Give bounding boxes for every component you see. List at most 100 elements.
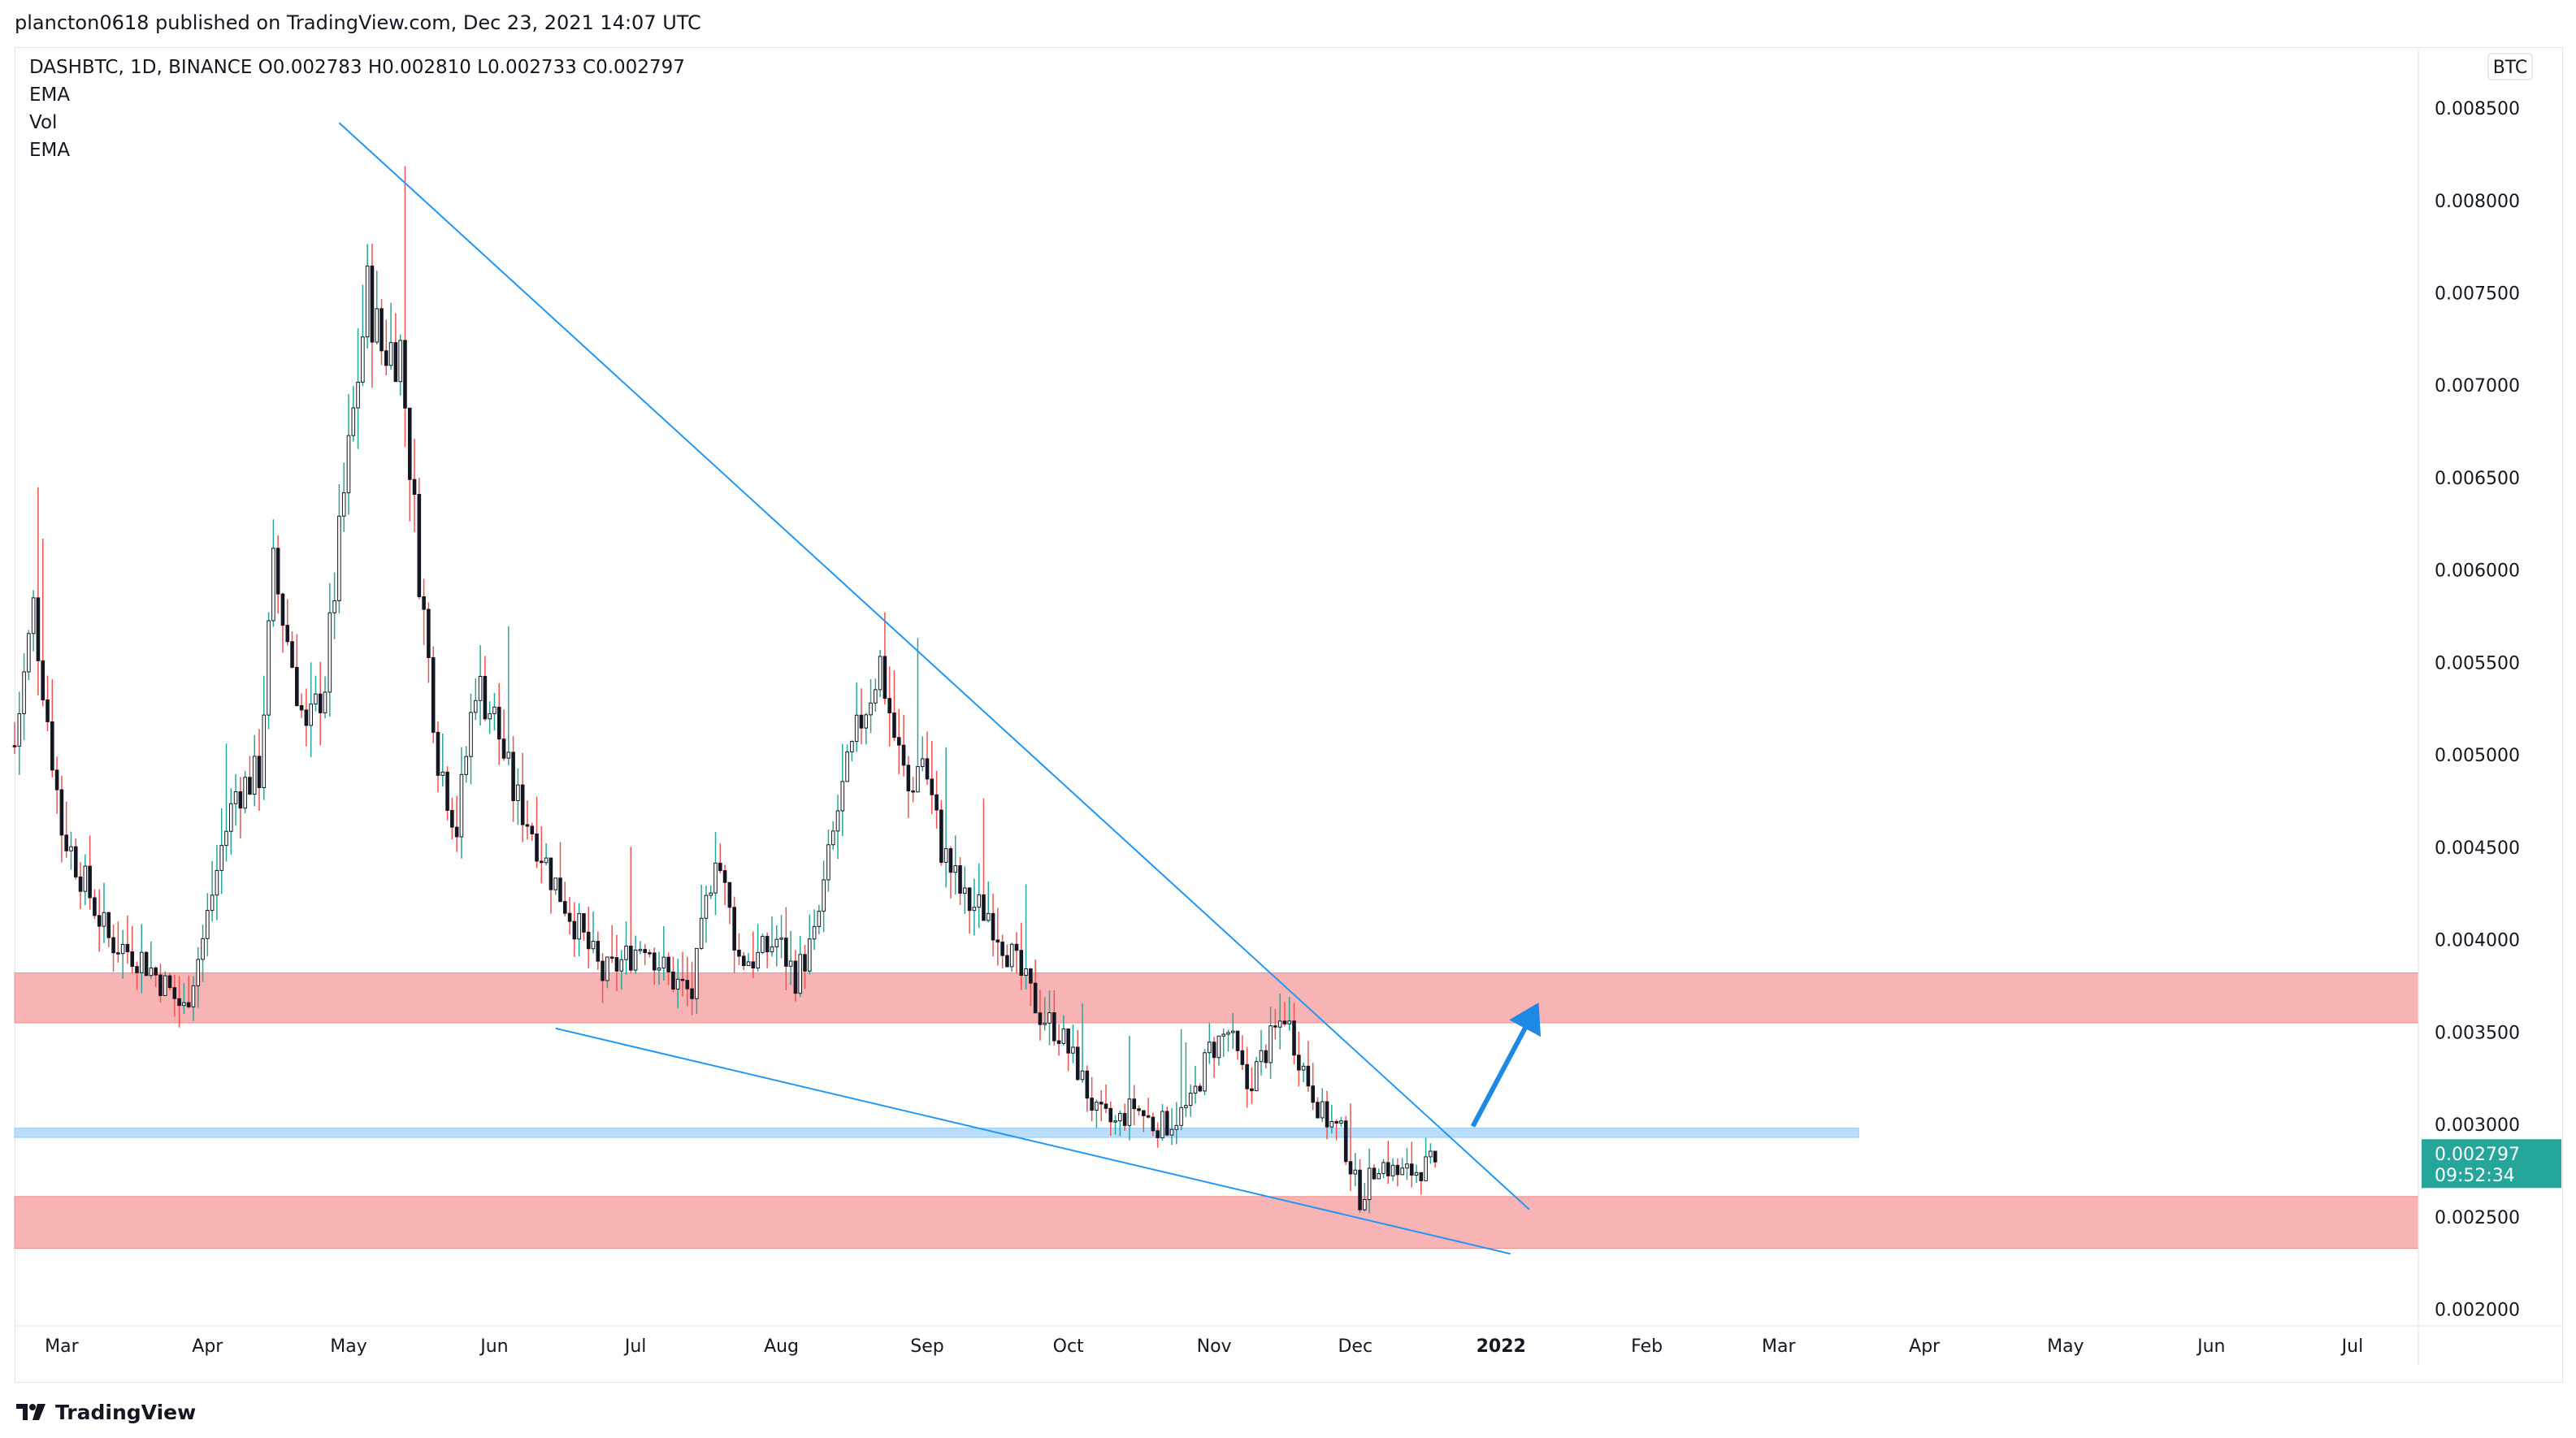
candle: [228, 788, 233, 855]
candle-body: [135, 966, 139, 973]
candle: [356, 328, 360, 449]
tradingview-footer[interactable]: TradingView: [15, 1396, 196, 1428]
candle-body: [1325, 1101, 1329, 1128]
candle-body: [144, 951, 149, 977]
candle: [1390, 1158, 1395, 1181]
candle: [854, 682, 859, 752]
candle-body: [948, 848, 953, 873]
candle-body: [450, 809, 454, 828]
candle-body: [609, 956, 614, 959]
price-tick-label: 0.006000: [2435, 561, 2520, 582]
candle-body: [1363, 1199, 1367, 1211]
candle-body: [943, 848, 948, 863]
candle-body: [1320, 1101, 1325, 1119]
candle: [454, 795, 459, 852]
candle-body: [186, 1002, 191, 1007]
candle-body: [351, 407, 356, 436]
candle-body: [111, 937, 115, 954]
candle: [1146, 1098, 1151, 1119]
symbol-ohlc-legend[interactable]: DASHBTC, 1D, BINANCE O0.002783 H0.002810…: [29, 57, 685, 78]
candle: [633, 935, 638, 974]
candle-body: [535, 833, 539, 862]
candle-body: [1343, 1120, 1348, 1163]
candle: [135, 961, 139, 990]
candle-body: [1221, 1033, 1225, 1037]
candle-body: [826, 844, 830, 881]
candle-body: [83, 865, 88, 892]
candle: [609, 925, 614, 964]
candle: [1080, 1003, 1085, 1083]
candle: [1160, 1103, 1164, 1141]
candle-body: [1104, 1103, 1108, 1109]
candle: [158, 964, 163, 1003]
candle: [106, 912, 111, 947]
candle-body: [1429, 1150, 1433, 1158]
candle: [1164, 1106, 1169, 1137]
candle: [379, 299, 384, 366]
candle-body: [1038, 1012, 1043, 1025]
candle-body: [1245, 1063, 1249, 1089]
candle: [887, 666, 891, 747]
ema-legend-1[interactable]: EMA: [29, 84, 71, 106]
candle-body: [619, 959, 624, 972]
candle-body: [50, 721, 54, 771]
candle: [874, 678, 878, 713]
candle-body: [238, 791, 243, 809]
chart-frame[interactable]: [15, 47, 2563, 1383]
candle-body: [713, 862, 718, 894]
candle-body: [770, 946, 774, 953]
candle-body: [906, 764, 911, 791]
candle-body: [1019, 950, 1024, 977]
candle-body: [1282, 1020, 1287, 1024]
candle: [314, 675, 318, 712]
candle-body: [125, 944, 130, 953]
candle-body: [591, 941, 596, 950]
candle: [120, 929, 125, 979]
candle: [680, 951, 685, 997]
candle: [285, 599, 290, 646]
candle: [577, 903, 581, 957]
candle-body: [1212, 1042, 1216, 1059]
candle: [643, 943, 647, 965]
candle: [172, 974, 177, 1017]
vol-legend[interactable]: Vol: [29, 112, 58, 133]
upper-resistance-zone: [14, 972, 2419, 1024]
candle: [807, 914, 812, 975]
candle-body: [375, 308, 379, 343]
candle: [1104, 1084, 1108, 1114]
candle-body: [516, 784, 520, 801]
candle: [1367, 1148, 1372, 1214]
candle-body: [464, 756, 469, 775]
candle-body: [46, 699, 50, 722]
candle: [1268, 1007, 1273, 1079]
candle-body: [167, 975, 172, 989]
candle-body: [116, 952, 120, 955]
candle-body: [718, 862, 722, 872]
candle-body: [361, 336, 365, 383]
candle-body: [172, 987, 177, 999]
candle: [1320, 1088, 1325, 1122]
candle: [1277, 993, 1282, 1050]
candle: [761, 933, 765, 955]
candle: [1372, 1164, 1377, 1180]
ema-legend-2[interactable]: EMA: [29, 140, 71, 161]
candle: [1424, 1137, 1428, 1181]
candle: [1212, 1037, 1216, 1078]
candle-body: [704, 894, 709, 919]
candle-body: [1174, 1124, 1179, 1130]
candle-body: [436, 731, 440, 776]
candle-body: [892, 713, 896, 738]
candle-body: [1273, 1025, 1277, 1028]
candle-body: [666, 956, 670, 972]
candle: [1414, 1164, 1419, 1184]
candle: [1151, 1112, 1156, 1137]
candle-body: [1146, 1115, 1151, 1118]
publish-info: plancton0618 published on TradingView.co…: [15, 11, 701, 34]
candle-body: [920, 758, 925, 768]
candle-body: [440, 771, 445, 776]
candle-body: [709, 892, 713, 896]
candle-body: [327, 612, 332, 693]
candle: [935, 770, 939, 829]
candle: [661, 926, 666, 981]
